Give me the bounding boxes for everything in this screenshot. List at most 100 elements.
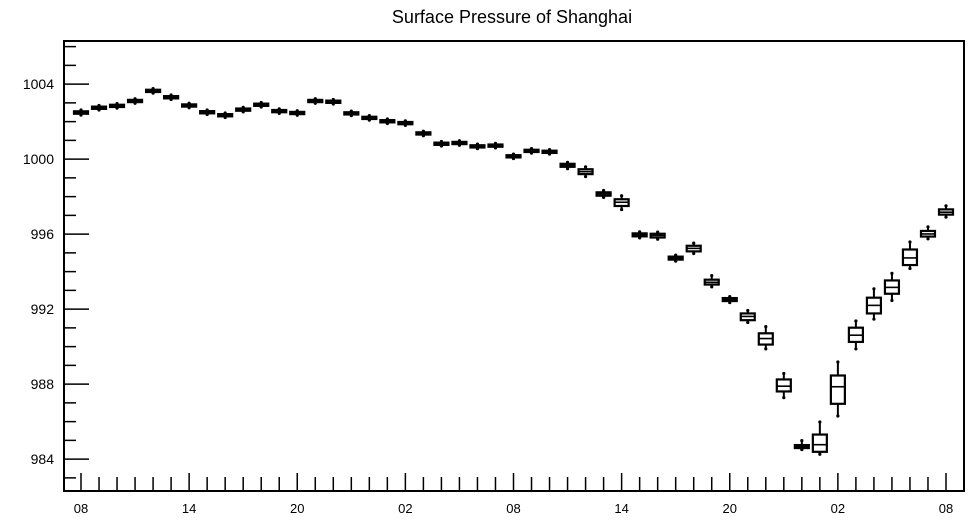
x-tick-label: 08: [506, 501, 520, 516]
box-min-cap: [854, 347, 858, 351]
box-max-cap: [692, 241, 696, 245]
x-tick-label: 20: [290, 501, 304, 516]
box-mark: [144, 87, 162, 95]
box-min-cap: [583, 174, 588, 179]
box-mark: [379, 117, 396, 126]
box-min-cap: [746, 320, 750, 325]
box-mark: [757, 324, 774, 351]
box-mark: [793, 438, 810, 452]
box-iqr: [811, 433, 828, 453]
box-mark: [433, 139, 450, 148]
box-max-cap: [583, 165, 588, 169]
box-mark: [163, 93, 180, 102]
box-mark: [721, 294, 738, 305]
y-tick-label: 988: [31, 376, 55, 392]
box-max-cap: [944, 204, 948, 208]
chart-title: Surface Pressure of Shanghai: [392, 7, 632, 27]
x-tick-label: 14: [614, 501, 628, 516]
box-max-cap: [764, 324, 768, 329]
box-mark: [865, 287, 883, 321]
box-max-cap: [800, 438, 804, 443]
box-max-cap: [620, 194, 624, 198]
box-mark: [883, 271, 901, 303]
box-min-cap: [782, 396, 786, 400]
box-max-cap: [926, 225, 930, 229]
x-tick-label: 08: [939, 501, 953, 516]
box-mark: [829, 360, 846, 418]
y-tick-label: 1000: [23, 151, 54, 167]
box-min-cap: [710, 285, 714, 289]
box-mark: [469, 142, 486, 151]
box-max-cap: [890, 271, 894, 275]
x-tick-label: 02: [398, 501, 412, 516]
box-iqr: [829, 374, 846, 405]
box-mark: [667, 253, 684, 263]
box-max-cap: [836, 360, 840, 364]
y-tick-label: 984: [31, 451, 55, 467]
box-mark: [811, 420, 828, 456]
box-mark: [235, 105, 252, 114]
box-mark: [343, 109, 360, 118]
box-min-cap: [764, 347, 768, 351]
box-mark: [505, 152, 522, 161]
box-mark: [217, 111, 234, 120]
box-min-cap: [620, 207, 624, 212]
box-mark: [847, 319, 864, 351]
box-mark: [108, 102, 126, 110]
box-mark: [703, 273, 720, 289]
box-mark: [487, 141, 504, 150]
x-tick-label: 08: [74, 501, 88, 516]
box-mark: [415, 129, 432, 138]
box-mark: [451, 139, 468, 147]
box-mark: [739, 308, 756, 325]
box-mark: [90, 103, 108, 112]
box-mark: [199, 108, 216, 117]
box-mark: [361, 114, 378, 122]
box-max-cap: [854, 319, 858, 323]
box-mark: [685, 241, 702, 256]
y-tick-label: 996: [31, 226, 55, 242]
box-max-cap: [746, 308, 750, 313]
box-max-cap: [908, 240, 912, 244]
box-mark: [181, 101, 198, 110]
box-min-cap: [926, 237, 930, 241]
box-series: [72, 87, 955, 456]
box-mark: [937, 204, 955, 219]
box-mark: [307, 97, 324, 105]
box-mark: [253, 100, 270, 109]
box-mark: [72, 108, 90, 117]
x-tick-label: 14: [182, 501, 196, 516]
box-max-cap: [818, 420, 822, 424]
box-min-cap: [692, 252, 696, 256]
box-min-cap: [818, 452, 822, 456]
box-mark: [559, 160, 576, 171]
box-mark: [126, 97, 144, 105]
box-mark: [289, 109, 306, 117]
box-min-cap: [890, 298, 894, 303]
box-mark: [325, 97, 342, 106]
box-min-cap: [836, 414, 840, 418]
x-tick-label: 20: [723, 501, 737, 516]
box-mark: [649, 230, 666, 241]
box-mark: [595, 188, 612, 199]
box-mark: [919, 225, 937, 241]
box-max-cap: [710, 273, 714, 278]
box-mark: [613, 194, 630, 212]
box-mark: [541, 147, 558, 156]
box-mark: [631, 230, 648, 240]
x-tick-label: 02: [831, 501, 845, 516]
box-mark: [775, 371, 792, 400]
box-mark: [901, 240, 919, 271]
plot-frame: [63, 40, 965, 492]
box-mark: [523, 147, 540, 155]
box-max-cap: [782, 371, 786, 376]
y-tick-label: 992: [31, 301, 55, 317]
box-max-cap: [872, 287, 876, 291]
box-min-cap: [872, 317, 876, 321]
axes: 984 988 992 996 1000 1004 08 14 20 02 08 14 20 02 08: [23, 45, 953, 516]
box-mark: [577, 165, 594, 179]
y-tick-label: 1004: [23, 76, 54, 92]
box-mark: [397, 119, 414, 127]
box-mark: [271, 107, 288, 115]
